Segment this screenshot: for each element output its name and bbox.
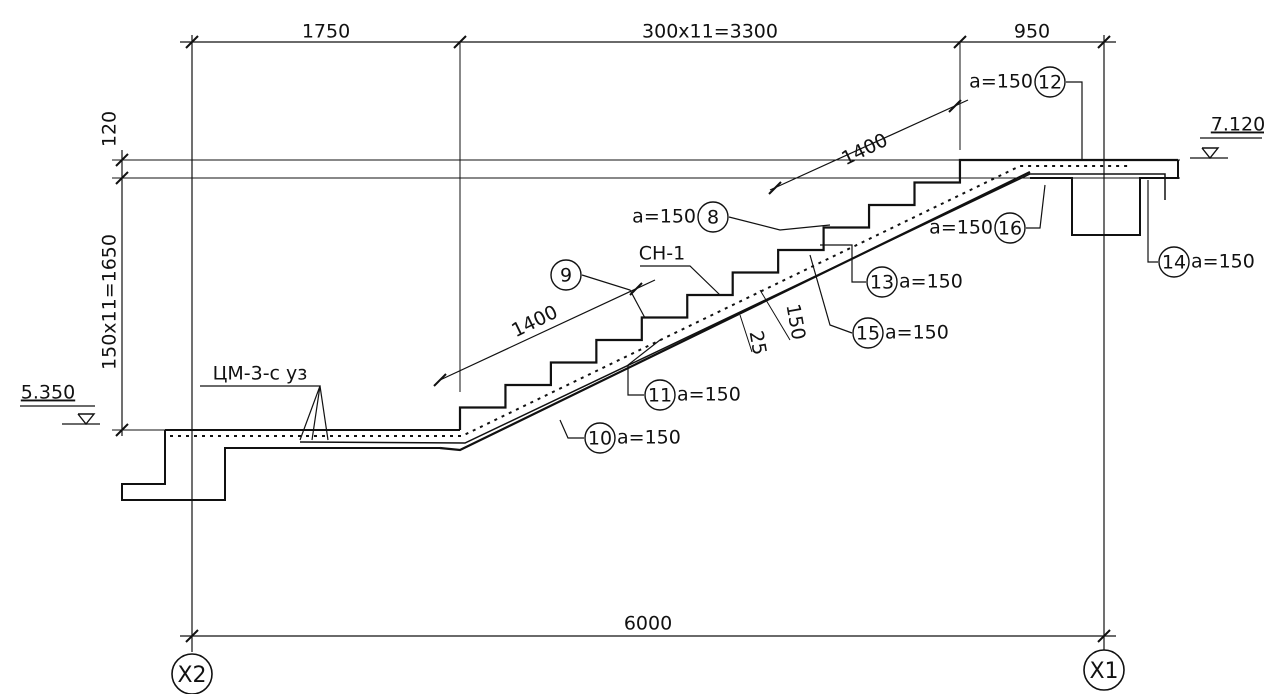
dimension-line [759, 289, 791, 341]
callout-circle [697, 201, 729, 233]
callout-number: 9 [560, 265, 572, 287]
callout-leader [1147, 180, 1158, 263]
callout-label: a=150 [929, 217, 993, 239]
rebar [170, 165, 1130, 437]
level-text: 7.120 [1211, 114, 1264, 136]
stair-steps [458, 158, 1178, 430]
dimension-text: 300x11=3300 [642, 21, 778, 43]
dimension-text: 6000 [624, 613, 672, 635]
callout-label: a=150 [677, 384, 741, 406]
stair-soffit [439, 171, 1031, 452]
callout-leader [809, 254, 853, 334]
callout-leader [559, 419, 584, 439]
dimension-tick [1097, 35, 1111, 49]
note-text: СН-1 [639, 243, 686, 265]
callout-label: a=150 [899, 271, 963, 293]
callout-circle [584, 422, 616, 454]
callout-number: 11 [648, 385, 672, 407]
callout-number: 15 [856, 323, 880, 345]
callout-number: 13 [870, 272, 894, 294]
callout-leader [728, 216, 831, 231]
callout-label: a=150 [632, 206, 696, 228]
dimension-tick [948, 99, 962, 113]
axis-bubble [171, 653, 213, 694]
callout-leader [820, 244, 866, 283]
level-mark [77, 413, 96, 426]
callout-circle [866, 266, 898, 298]
note-leader [311, 385, 321, 441]
dimension-line [439, 279, 656, 381]
dimension-text: 1400 [838, 129, 891, 170]
dimension-tick [1097, 629, 1111, 643]
dimension-text: 150 [782, 302, 810, 342]
level-text: 5.350 [21, 382, 75, 404]
callout-number: 8 [707, 207, 719, 229]
callout-number: 16 [998, 218, 1022, 240]
callout-leader [1066, 81, 1083, 160]
dimension-tick [433, 373, 447, 387]
callout-circle [644, 379, 676, 411]
callout-leader [627, 339, 661, 396]
callout-circle [1034, 66, 1066, 98]
axis-label: X1 [1089, 659, 1118, 684]
dimension-tick [185, 35, 199, 49]
callout-circle [994, 212, 1026, 244]
level-mark [1201, 147, 1220, 160]
callout-number: 10 [588, 428, 612, 450]
dimension-text: 150x11=1650 [99, 234, 121, 370]
callout-leader [581, 274, 646, 319]
dimension-text: 1750 [302, 21, 350, 43]
callout-label: a=150 [617, 427, 681, 449]
callout-label: a=150 [1191, 251, 1255, 273]
dimension-text: 120 [99, 111, 121, 147]
axis-label: X2 [177, 663, 206, 688]
callout-number: 14 [1162, 252, 1186, 274]
callout-circle [550, 259, 582, 291]
axis-bubble [1083, 649, 1125, 691]
note-leader [640, 265, 721, 296]
callout-label: a=150 [969, 71, 1033, 93]
dimension-tick [768, 181, 782, 195]
callout-leader [1026, 184, 1046, 229]
dimension-line [739, 314, 753, 353]
landing-outline [121, 430, 440, 501]
note-leader [319, 385, 329, 441]
dimension-text: 25 [745, 329, 771, 357]
dimension-tick [185, 629, 199, 643]
callout-label: a=150 [885, 322, 949, 344]
dimension-line [769, 99, 969, 191]
rebar [299, 173, 1166, 444]
callout-circle [852, 317, 884, 349]
note-leader [200, 385, 321, 441]
dimension-text: 950 [1014, 21, 1050, 43]
callout-circle [1158, 246, 1190, 278]
upper-landing [1030, 160, 1179, 236]
callout-number: 12 [1038, 72, 1062, 94]
note-text: ЦМ-3-с уз [213, 363, 308, 385]
